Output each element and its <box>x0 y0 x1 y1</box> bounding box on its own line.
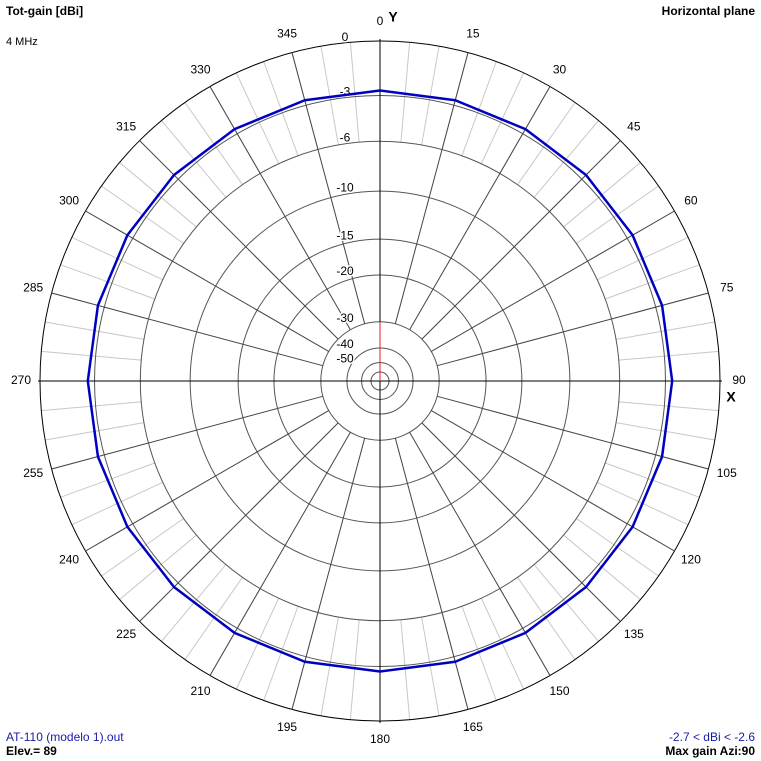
radial-line <box>421 422 621 622</box>
minor-radial <box>400 42 411 143</box>
minor-radial <box>263 61 299 156</box>
angle-label: 315 <box>116 119 136 133</box>
r-tick-label: -15 <box>336 228 354 242</box>
angle-label: 120 <box>681 553 701 567</box>
minor-radial <box>421 616 440 716</box>
radial-line <box>431 410 675 552</box>
r-tick-label: -50 <box>336 352 354 366</box>
gain-range: -2.7 < dBi < -2.6 <box>669 730 755 744</box>
angle-label: 45 <box>627 119 641 133</box>
angle-label: 60 <box>684 194 698 208</box>
x-axis-label: X <box>726 389 736 405</box>
angle-label: 240 <box>59 553 79 567</box>
angle-label: 165 <box>463 720 483 734</box>
minor-radial <box>480 598 525 690</box>
radial-line <box>139 422 339 622</box>
frequency: 4 MHz <box>6 36 38 48</box>
radial-line <box>409 432 551 676</box>
r-tick-label: -40 <box>336 337 354 351</box>
minor-radial <box>480 72 525 164</box>
angle-label: 225 <box>116 627 136 641</box>
radial-line <box>291 52 366 324</box>
minor-radial <box>400 619 411 720</box>
radial-line <box>431 210 675 352</box>
minor-radial <box>320 46 339 146</box>
angle-label: 210 <box>190 684 210 698</box>
angle-label: 105 <box>717 466 737 480</box>
minor-radial <box>461 61 497 156</box>
minor-radial <box>320 616 339 716</box>
angle-label: 90 <box>732 373 746 387</box>
minor-radial <box>263 606 299 701</box>
r-tick-label: -6 <box>340 130 351 144</box>
r-tick-label: -10 <box>336 180 354 194</box>
radial-line <box>394 438 469 710</box>
radial-line <box>85 210 329 352</box>
minor-radial <box>235 598 280 690</box>
minor-radial <box>349 619 360 720</box>
gain-pattern <box>86 89 674 673</box>
angle-label: 285 <box>23 280 43 294</box>
file-name: AT-110 (modelo 1).out <box>6 730 124 744</box>
minor-radial <box>461 606 497 701</box>
radial-line <box>209 86 351 330</box>
angle-label: 75 <box>720 280 734 294</box>
angle-label: 195 <box>277 720 297 734</box>
r-tick-label: -20 <box>336 264 354 278</box>
r-tick-label: 0 <box>342 30 349 44</box>
angle-label: 270 <box>11 373 31 387</box>
angle-label: 255 <box>23 466 43 480</box>
angle-label: 345 <box>277 26 297 40</box>
radial-line <box>209 432 351 676</box>
radial-line <box>409 86 551 330</box>
angle-label: 300 <box>59 194 79 208</box>
angle-label: 330 <box>190 62 210 76</box>
angle-label: 30 <box>553 62 567 76</box>
radial-line <box>139 140 339 340</box>
chart-title: Tot-gain [dBi] <box>6 4 83 18</box>
angle-label: 15 <box>466 26 480 40</box>
r-tick-label: -30 <box>336 311 354 325</box>
radial-line <box>85 410 329 552</box>
minor-radial <box>235 72 280 164</box>
elevation: Elev.= 89 <box>6 744 57 758</box>
minor-radial <box>421 46 440 146</box>
plane: Horizontal plane <box>662 4 756 18</box>
radial-line <box>394 52 469 324</box>
angle-label: 135 <box>624 627 644 641</box>
angle-label: 180 <box>370 732 390 746</box>
radial-line <box>421 140 621 340</box>
angle-label: 0 <box>377 14 384 28</box>
max-gain: Max gain Azi:90 <box>665 744 755 758</box>
y-axis-label: Y <box>388 9 398 25</box>
radial-line <box>291 438 366 710</box>
angle-label: 150 <box>549 684 569 698</box>
minor-radial <box>349 42 360 143</box>
